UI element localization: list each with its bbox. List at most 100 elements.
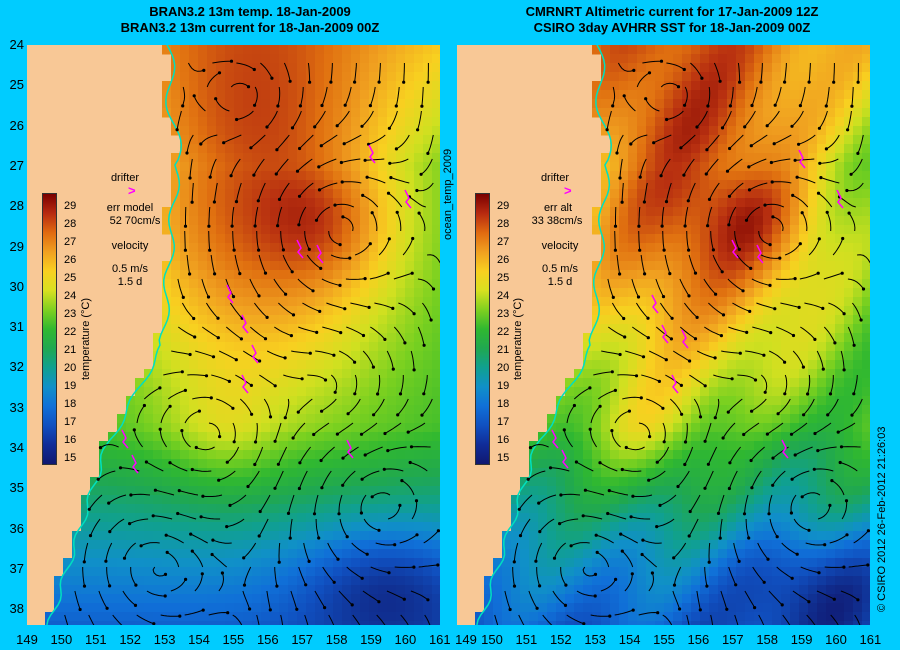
y-tick-label: 38 — [9, 601, 24, 617]
colorbar-tick-left: 15 — [64, 452, 77, 464]
x-tick-label-left: 152 — [119, 632, 142, 647]
right-err-line2: 33 38cm/s — [531, 215, 583, 227]
x-tick-label-right: 157 — [721, 632, 744, 647]
colorbar-tick-left: 26 — [64, 254, 77, 266]
colorbar-tick-right: 26 — [497, 254, 510, 266]
colorbar-tick-left: 21 — [64, 344, 77, 356]
left-velocity-label: velocity — [111, 240, 149, 252]
x-tick-label-left: 159 — [360, 632, 382, 647]
y-tick-label: 32 — [9, 359, 24, 375]
y-tick-label: 37 — [9, 560, 24, 576]
right-panel-title: CMRNRT Altimetric current for 17-Jan-200… — [472, 4, 872, 36]
colorbar-tick-right: 17 — [497, 416, 510, 428]
colorbar-tick-left: 19 — [64, 380, 77, 392]
y-tick-label: 28 — [9, 198, 24, 214]
drifter-tracks — [121, 144, 412, 474]
x-tick-label-right: 154 — [618, 632, 641, 647]
x-tick-label-right: 160 — [825, 632, 847, 647]
x-tick-label-left: 160 — [394, 632, 417, 647]
sst-field — [45, 45, 440, 625]
y-tick-label: 36 — [9, 520, 24, 536]
left-panel-title: BRAN3.2 13m temp. 18-Jan-2009 BRAN3.2 13… — [60, 4, 440, 36]
right-velocity-label: velocity — [541, 240, 579, 252]
colorbar-tick-right: 27 — [497, 236, 510, 248]
left-drifter-icon: > — [128, 183, 136, 198]
right-velocity-time: 1.5 d — [547, 276, 573, 288]
coastline — [46, 45, 183, 625]
right-side-label: © CSIRO 2012 26-Feb-2012 21:26:03 — [876, 426, 888, 612]
colorbar-tick-left: 18 — [64, 398, 77, 410]
velocity-vectors — [64, 59, 440, 625]
right-err-line1: err alt — [543, 202, 573, 214]
left-velocity-time: 1.5 d — [117, 276, 143, 288]
left-colorbar-label: temperature (°C) — [80, 297, 92, 380]
colorbar-tick-left: 23 — [64, 308, 77, 320]
right-drifter-label: drifter — [540, 172, 570, 184]
left-map-panel[interactable] — [27, 45, 440, 625]
coastline — [476, 45, 613, 625]
colorbar-tick-right: 28 — [497, 218, 510, 230]
left-err-line2: 52 70cm/s — [109, 215, 161, 227]
sst-field — [475, 45, 870, 625]
right-colorbar — [475, 193, 490, 465]
middle-side-label: ocean_temp_2009 — [442, 148, 454, 240]
right-map-svg — [457, 45, 870, 625]
y-tick-label: 35 — [9, 480, 24, 496]
x-tick-label-right: 158 — [756, 632, 779, 647]
y-tick-label: 34 — [9, 440, 24, 455]
colorbar-tick-right: 23 — [497, 308, 510, 320]
x-tick-label-left: 157 — [291, 632, 314, 647]
x-tick-label-right: 159 — [790, 632, 813, 647]
right-title-line2: CSIRO 3day AVHRR SST for 18-Jan-2009 00Z — [533, 20, 811, 35]
drifter-tracks — [551, 149, 844, 469]
x-tick-label-left: 161 — [428, 632, 451, 647]
colorbar-tick-right: 15 — [497, 452, 510, 464]
colorbar-tick-left: 24 — [64, 290, 77, 302]
x-tick-label-right: 151 — [515, 632, 538, 647]
x-tick-label-left: 153 — [153, 632, 176, 647]
left-colorbar — [42, 193, 57, 465]
y-tick-label: 33 — [9, 399, 24, 415]
x-tick-label-right: 161 — [859, 632, 882, 647]
left-title-line1: BRAN3.2 13m temp. 18-Jan-2009 — [149, 4, 351, 19]
x-tick-label-left: 150 — [50, 632, 73, 647]
colorbar-tick-right: 22 — [497, 326, 510, 338]
y-tick-label: 24 — [9, 37, 24, 52]
left-drifter-label: drifter — [110, 172, 140, 184]
x-tick-label-right: 156 — [687, 632, 710, 647]
x-tick-label-right: 152 — [549, 632, 572, 647]
y-tick-label: 31 — [9, 319, 24, 335]
x-tick-label-left: 155 — [222, 632, 245, 647]
right-map-panel[interactable] — [457, 45, 870, 625]
right-velocity-value: 0.5 m/s — [541, 263, 579, 275]
left-map-svg — [27, 45, 440, 625]
left-velocity-value: 0.5 m/s — [111, 263, 149, 275]
y-tick-label: 29 — [9, 238, 24, 254]
y-tick-label: 27 — [9, 157, 24, 173]
x-tick-label-right: 153 — [584, 632, 607, 647]
y-tick-label: 26 — [9, 117, 24, 133]
colorbar-tick-right: 24 — [497, 290, 510, 302]
x-tick-label-right: 155 — [653, 632, 675, 647]
colorbar-tick-left: 29 — [64, 200, 77, 212]
colorbar-tick-left: 28 — [64, 218, 77, 230]
colorbar-tick-right: 20 — [497, 362, 510, 374]
left-title-line2: BRAN3.2 13m current for 18-Jan-2009 00Z — [120, 20, 380, 35]
x-tick-label-left: 151 — [84, 632, 107, 647]
colorbar-tick-right: 25 — [497, 272, 510, 284]
colorbar-tick-right: 16 — [497, 434, 510, 446]
colorbar-tick-left: 20 — [64, 362, 77, 374]
y-tick-label: 25 — [9, 77, 24, 93]
colorbar-tick-left: 17 — [64, 416, 77, 428]
x-tick-label-right: 150 — [481, 632, 503, 647]
x-tick-label-left: 156 — [256, 632, 279, 647]
colorbar-tick-right: 21 — [497, 344, 510, 356]
colorbar-tick-right: 29 — [497, 200, 510, 212]
x-tick-label-right-first: 149 — [455, 632, 477, 647]
right-colorbar-label: temperature (°C) — [512, 297, 524, 380]
right-title-line1: CMRNRT Altimetric current for 17-Jan-200… — [525, 4, 819, 19]
x-tick-label-left: 158 — [325, 632, 348, 647]
colorbar-tick-left: 16 — [64, 434, 77, 446]
colorbar-tick-right: 18 — [497, 398, 510, 410]
velocity-vectors — [494, 59, 870, 625]
